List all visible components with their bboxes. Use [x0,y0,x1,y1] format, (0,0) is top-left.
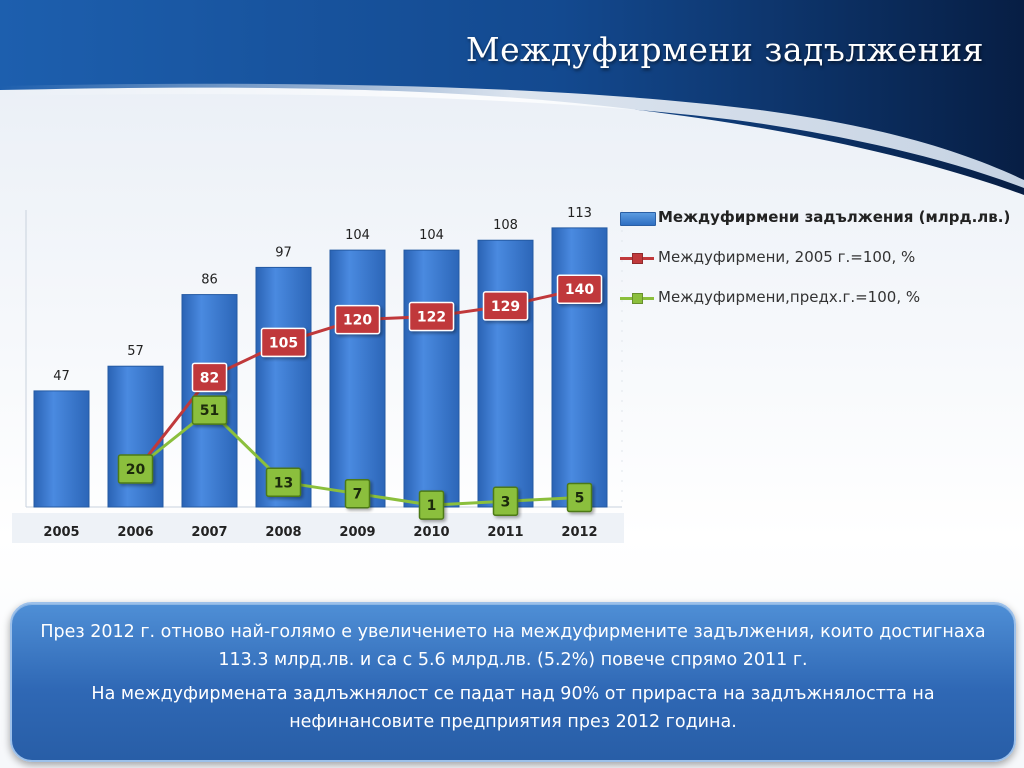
legend-swatch-green [620,293,654,304]
point-label-box [191,362,228,393]
bar [255,266,312,508]
bar-value-label: 97 [275,245,292,260]
bar-value-label: 108 [493,218,518,233]
x-tick-label: 2006 [117,525,153,540]
bar-value-label: 57 [127,344,144,359]
bar-value-label: 104 [345,228,370,243]
legend-swatch-bar [620,212,656,226]
point-label: 51 [200,403,219,419]
point-label-box [556,274,603,304]
point-label: 122 [417,310,446,326]
point-label-box [191,395,228,425]
point-label: 1 [427,498,437,514]
point-label: 7 [353,487,363,503]
point-label: 5 [575,491,585,507]
legend-item-green-line: Междуфирмени,предх.г.=100, % [620,288,1020,308]
legend-label: Междуфирмени, 2005 г.=100, % [658,248,916,266]
slide-title: Междуфирмени задължения [465,30,984,69]
summary-box: През 2012 г. отново най-голямо е увеличе… [10,602,1016,762]
legend-label: Междуфирмени,предх.г.=100, % [658,288,921,306]
point-label-box [334,304,381,335]
bar [33,390,90,508]
point-label: 140 [565,282,594,298]
point-label: 105 [269,335,298,351]
x-tick-label: 2011 [487,525,523,540]
summary-paragraph-2: На междуфирмената задлъжнялост се падат … [91,684,935,732]
point-label-box [408,301,455,332]
point-label: 13 [274,475,293,491]
bar-value-label: 86 [201,273,218,288]
point-label-box [418,490,445,520]
x-tick-label: 2007 [191,525,227,540]
point-label: 120 [343,313,372,329]
bar [329,249,386,508]
bar [107,365,164,508]
bars [33,227,608,508]
point-label: 82 [200,370,219,386]
header-band [0,0,1024,195]
point-label-box [482,291,529,321]
legend-swatch-red [620,253,654,264]
point-label-box [265,467,302,498]
legend: Междуфирмени задължения (млрд.лв.) Между… [620,208,1020,328]
point-label: 3 [501,494,511,510]
point-label: 129 [491,299,520,315]
x-tick-label: 2008 [265,525,301,540]
bar [403,249,460,508]
legend-item-red-line: Междуфирмени, 2005 г.=100, % [620,248,1020,268]
bar [477,239,534,508]
point-label-box [344,478,371,509]
legend-item-bars: Междуфирмени задължения (млрд.лв.) [620,208,1020,228]
point-label-box [117,454,154,484]
x-tick-label: 2005 [43,525,79,540]
bar-value-label: 104 [419,228,444,243]
point-label-box [566,482,593,513]
point-label-box [492,486,519,517]
x-axis: 2005 2006 2007 2008 2009 2010 2011 2012 [43,525,597,540]
x-tick-label: 2012 [561,525,597,540]
legend-label: Междуфирмени задължения (млрд.лв.) [658,208,1011,226]
point-label: 20 [126,462,146,478]
bar-value-label: 47 [53,369,70,384]
point-label-box [260,327,307,358]
x-tick-label: 2010 [413,525,449,540]
summary-paragraph-1: През 2012 г. отново най-голямо е увеличе… [40,622,986,670]
bar-value-label: 113 [567,206,592,221]
bar [551,227,608,508]
x-tick-label: 2009 [339,525,375,540]
